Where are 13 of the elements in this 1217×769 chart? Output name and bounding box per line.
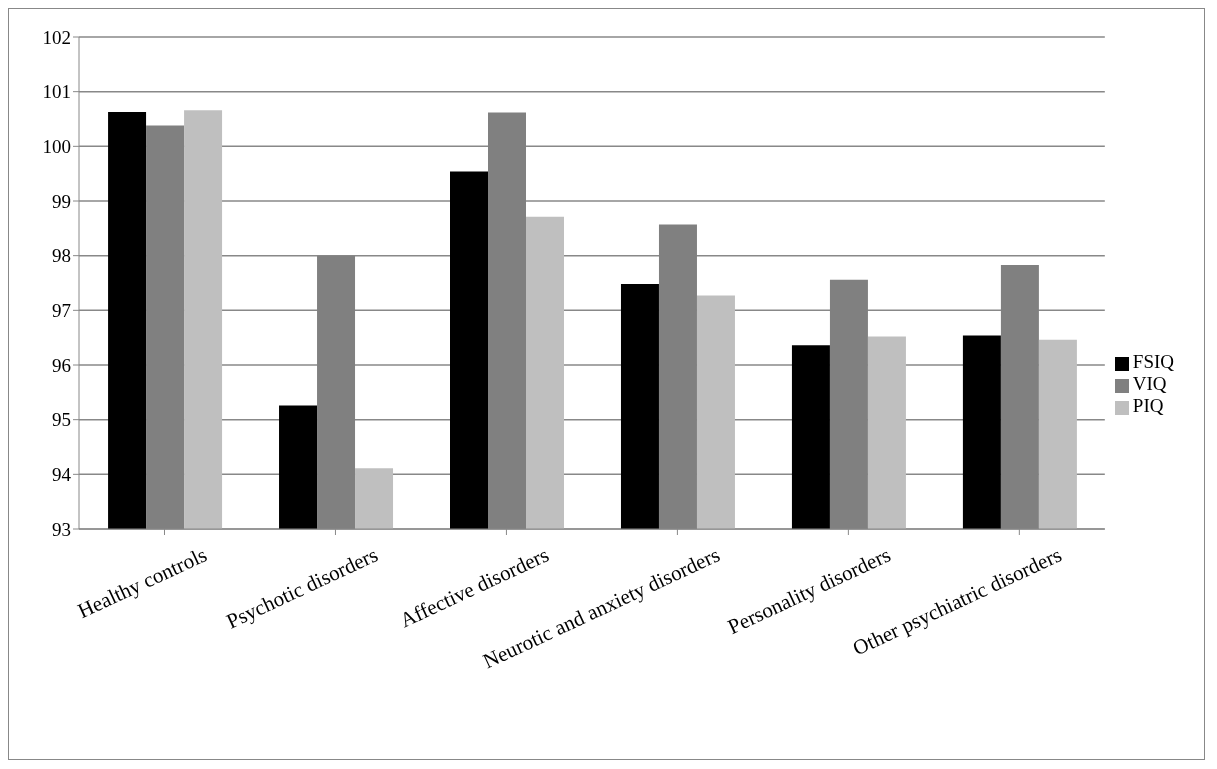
- y-tick-label: 95: [52, 409, 71, 431]
- y-tick-label: 96: [52, 354, 71, 376]
- y-tick-label: 93: [52, 518, 71, 540]
- y-tick-label: 97: [52, 300, 71, 322]
- y-tick-label: 94: [52, 464, 72, 486]
- y-tick-label: 101: [42, 81, 71, 103]
- legend-label: FSIQ: [1132, 351, 1174, 372]
- legend-label: VIQ: [1132, 373, 1167, 394]
- y-tick-label: 100: [42, 136, 71, 158]
- y-tick-label: 102: [42, 26, 71, 48]
- y-tick-label: 99: [52, 190, 71, 212]
- y-tick-label: 98: [52, 245, 71, 267]
- legend-label: PIQ: [1132, 395, 1164, 416]
